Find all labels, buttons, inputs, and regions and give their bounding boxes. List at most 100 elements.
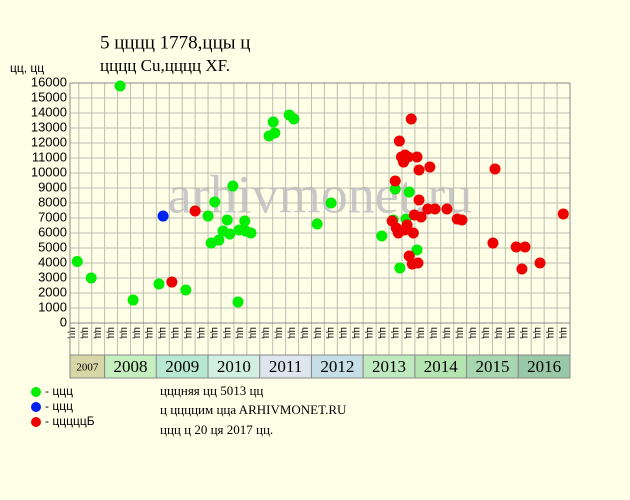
- point: [429, 203, 441, 215]
- chart-title: 5 цццц 1778,ццы ц: [100, 32, 250, 53]
- note: ццц ц 20 ця 2017 цц.: [160, 422, 273, 437]
- point: [288, 113, 300, 125]
- year-label: 2016: [527, 357, 561, 376]
- point: [456, 214, 468, 226]
- point: [401, 219, 413, 231]
- note: ц ццццим ццa ARHIVMONET.RU: [160, 402, 347, 417]
- point: [269, 127, 281, 139]
- x-tick-label: цц: [519, 327, 530, 339]
- x-tick-label: цц: [493, 327, 504, 339]
- year-band: [517, 354, 571, 379]
- chart-subtitle: цццц Cu,цццц XF.: [100, 56, 230, 75]
- x-tick-label: цц: [338, 327, 349, 339]
- y-tick-label: 8000: [38, 194, 67, 209]
- point: [157, 210, 169, 222]
- point: [267, 116, 279, 128]
- legend-label: - цццццБ: [45, 414, 95, 428]
- year-label: 2011: [269, 357, 302, 376]
- x-tick-label: цц: [442, 327, 453, 339]
- y-tick-label: 11000: [32, 149, 67, 164]
- x-tick-label: цц: [467, 327, 478, 339]
- x-tick-label: цц: [248, 327, 259, 339]
- point: [376, 230, 388, 242]
- y-tick-label: 5000: [38, 239, 67, 254]
- y-tick-label: 10000: [31, 164, 67, 179]
- point: [180, 284, 192, 296]
- x-tick-label: цц: [131, 327, 142, 339]
- year-label: 2013: [372, 357, 406, 376]
- point: [403, 186, 415, 198]
- point: [245, 227, 257, 239]
- y-tick-label: 6000: [38, 224, 67, 239]
- y-axis-label: цц, цц: [10, 61, 44, 75]
- point: [202, 210, 214, 222]
- legend-marker: [31, 387, 41, 397]
- point: [389, 175, 401, 187]
- x-tick-label: цц: [105, 327, 116, 339]
- x-tick-label: цц: [196, 327, 207, 339]
- point: [489, 163, 501, 175]
- point: [424, 161, 436, 173]
- point: [114, 80, 126, 92]
- y-tick-label: 1000: [38, 299, 67, 314]
- point: [224, 228, 236, 240]
- year-label: 2012: [320, 357, 354, 376]
- point: [441, 203, 453, 215]
- y-tick-label: 0: [60, 314, 67, 329]
- year-label: 2010: [217, 357, 251, 376]
- x-tick-label: цц: [416, 327, 427, 339]
- point: [519, 241, 531, 253]
- year-label: 2009: [165, 357, 199, 376]
- x-tick-label: цц: [144, 327, 155, 339]
- point: [85, 272, 97, 284]
- point: [487, 237, 499, 249]
- x-tick-label: цц: [183, 327, 194, 339]
- point: [412, 257, 424, 269]
- y-tick-label: 7000: [38, 209, 67, 224]
- x-tick-label: цц: [351, 327, 362, 339]
- x-tick-label: цц: [157, 327, 168, 339]
- point: [516, 263, 528, 275]
- x-tick-label: цц: [299, 327, 310, 339]
- point: [232, 296, 244, 308]
- y-tick-label: 2000: [38, 284, 67, 299]
- year-label: 2007: [76, 362, 99, 374]
- point: [389, 183, 401, 195]
- y-tick-label: 4000: [38, 254, 67, 269]
- x-tick-label: цц: [118, 327, 129, 339]
- year-label: 2014: [424, 357, 459, 376]
- point: [413, 164, 425, 176]
- point: [71, 256, 83, 267]
- legend-label: - ццц: [45, 399, 73, 413]
- x-tick-label: цц: [325, 327, 336, 339]
- point: [239, 215, 251, 227]
- point: [189, 205, 201, 217]
- y-tick-label: 3000: [38, 269, 67, 284]
- x-tick-label: цц: [506, 327, 517, 339]
- point: [402, 151, 414, 163]
- x-tick-label: цц: [532, 327, 543, 339]
- legend-marker: [31, 417, 41, 427]
- x-tick-label: цц: [429, 327, 440, 339]
- x-tick-label: цц: [390, 327, 401, 339]
- x-tick-label: цц: [286, 327, 297, 339]
- point: [311, 218, 323, 230]
- x-tick-label: цц: [403, 327, 414, 339]
- point: [411, 244, 423, 256]
- x-tick-label: цц: [93, 327, 104, 339]
- x-tick-label: цц: [80, 327, 91, 339]
- point: [213, 234, 225, 246]
- x-tick-label: цц: [454, 327, 465, 339]
- point: [209, 196, 221, 208]
- x-tick-label: цц: [67, 327, 78, 339]
- point: [153, 278, 165, 290]
- point: [415, 211, 427, 223]
- legend-label: - ццц: [45, 384, 73, 398]
- y-tick-label: 14000: [31, 104, 67, 119]
- x-tick-label: цц: [364, 327, 375, 339]
- point: [166, 276, 178, 288]
- legend-marker: [31, 402, 41, 412]
- x-tick-label: цц: [209, 327, 220, 339]
- x-tick-label: цц: [558, 327, 569, 339]
